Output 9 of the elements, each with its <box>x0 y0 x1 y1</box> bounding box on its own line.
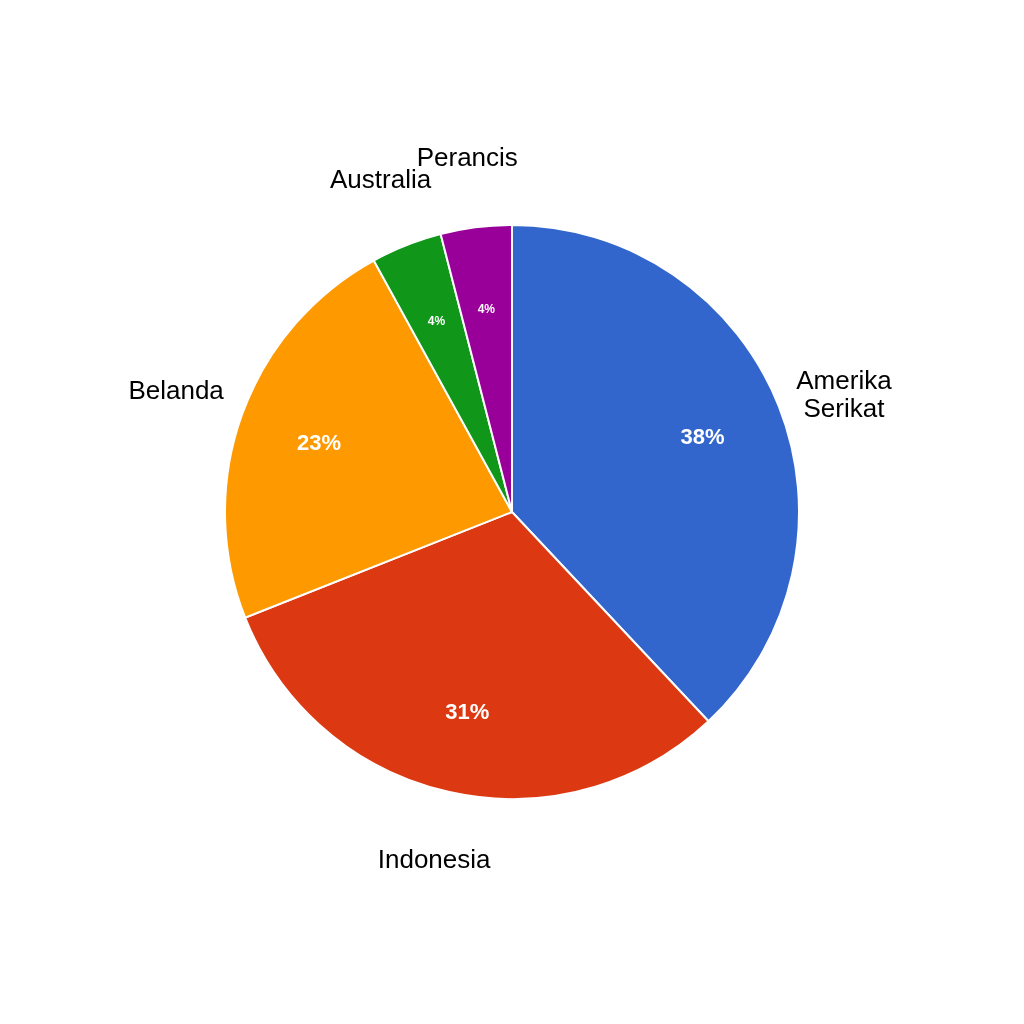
slice-label: Indonesia <box>377 844 492 875</box>
data-label: 4% <box>427 314 446 329</box>
data-label: 23% <box>297 429 342 455</box>
slice-label: Perancis <box>416 141 518 172</box>
data-label: 4% <box>477 301 496 316</box>
slice-label: Amerika Serikat <box>796 364 893 423</box>
slice-label: Belanda <box>128 375 225 406</box>
data-label: 38% <box>680 423 725 449</box>
data-label: 31% <box>445 699 490 725</box>
